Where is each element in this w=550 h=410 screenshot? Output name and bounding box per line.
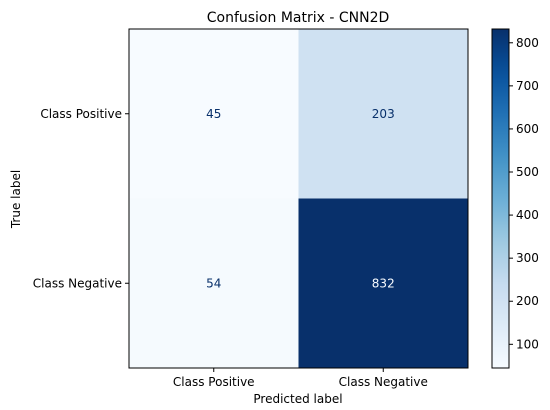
x-axis-ticks: Class Positive Class Negative (173, 368, 428, 389)
colorbar-tick-label: 600 (516, 122, 539, 136)
x-tick-label: Class Positive (173, 375, 255, 389)
matrix-cell (298, 29, 468, 199)
colorbar (491, 28, 510, 369)
colorbar-tick-label: 100 (516, 337, 539, 351)
y-tick-label: Class Positive (40, 107, 122, 121)
matrix-cells: 45 203 54 832 (129, 29, 468, 368)
colorbar-tick-label: 300 (516, 251, 539, 265)
matrix-cell (129, 198, 299, 368)
cell-value-label: 832 (372, 276, 395, 290)
y-axis-label: True label (9, 170, 23, 229)
plot-frame (128, 28, 469, 369)
x-axis-label: Predicted label (253, 392, 342, 406)
y-tick-label: Class Negative (33, 276, 122, 290)
matrix-cell (298, 198, 468, 368)
colorbar-tick-label: 400 (516, 208, 539, 222)
x-tick-label: Class Negative (339, 375, 428, 389)
cell-value-label: 54 (206, 276, 221, 290)
colorbar-tick-label: 700 (516, 79, 539, 93)
cell-value-label: 45 (206, 107, 221, 121)
colorbar-tick-label: 200 (516, 294, 539, 308)
matrix-cell (129, 29, 299, 199)
y-axis-ticks: Class Positive Class Negative (33, 107, 129, 290)
colorbar-ticks: 100 200 300 400 500 600 700 800 (509, 36, 539, 351)
cell-value-label: 203 (372, 107, 395, 121)
colorbar-tick-label: 800 (516, 36, 539, 50)
chart-title: Confusion Matrix - CNN2D (207, 10, 390, 26)
colorbar-tick-label: 500 (516, 165, 539, 179)
